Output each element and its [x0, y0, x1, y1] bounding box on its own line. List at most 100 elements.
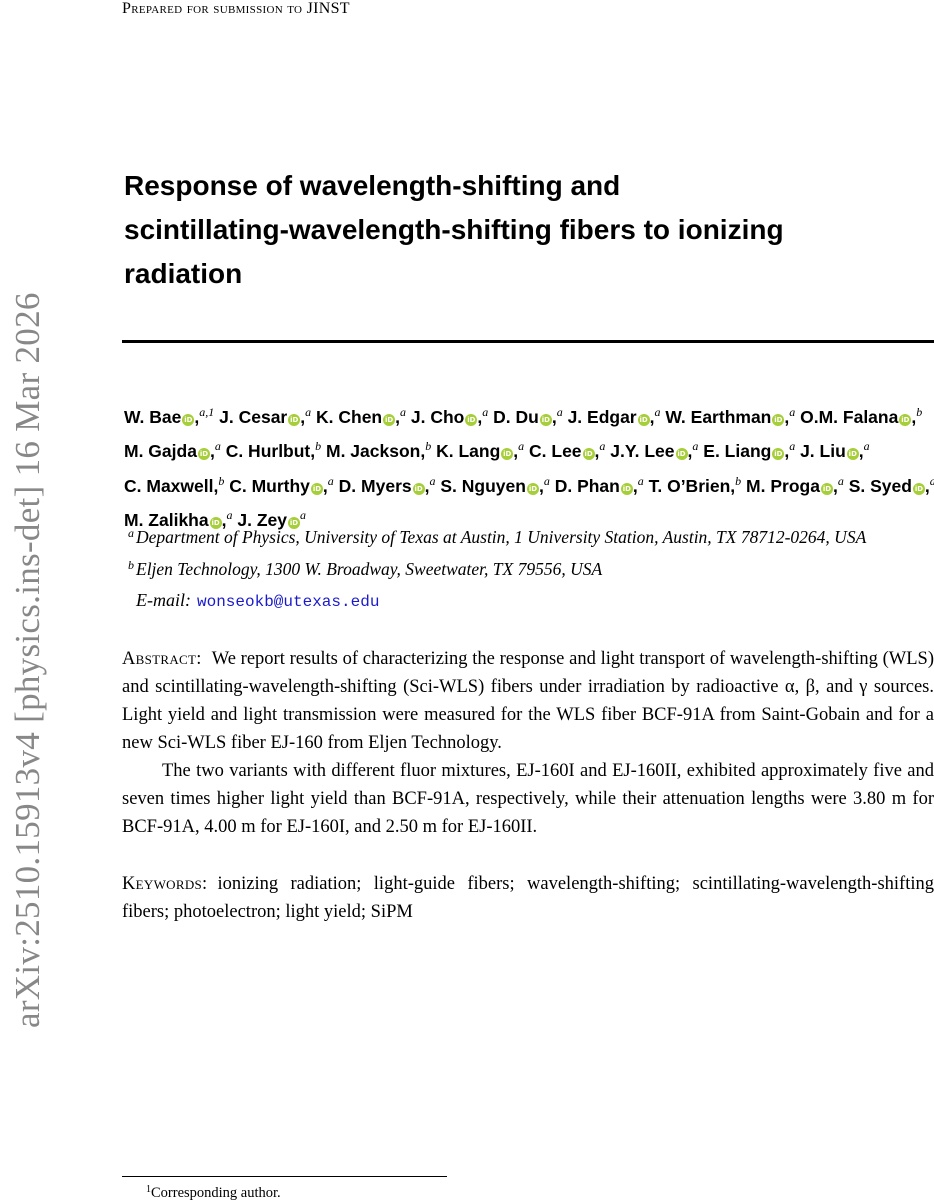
orcid-icon[interactable]: iD — [197, 448, 210, 461]
orcid-icon[interactable]: iD — [620, 482, 633, 495]
orcid-icon[interactable]: iD — [675, 448, 688, 461]
author-affiliation-mark: b — [916, 405, 923, 419]
author-entry: W. Earthman iD ,a — [665, 405, 796, 427]
author-list: W. Bae iD ,a,1 J. Cesar iD ,a K. Chen iD ,a J.… — [124, 398, 934, 535]
paper-title: Response of wavelength-shifting and scin… — [124, 164, 914, 296]
author-affiliation-mark: a — [556, 405, 563, 419]
author-name: M. Proga — [746, 475, 820, 496]
author-name: C. Lee — [529, 441, 582, 462]
author-name: K. Chen — [316, 407, 383, 427]
author-affiliation-mark: a — [789, 405, 796, 419]
orcid-icon[interactable]: iD — [539, 414, 552, 426]
author-entry: O.M. Falana iD ,b — [800, 405, 923, 427]
author-entry: E. Liang iD ,a — [703, 439, 796, 462]
affiliation-text: Eljen Technology, 1300 W. Broadway, Swee… — [136, 559, 603, 579]
footnote-mark: 1 — [146, 1184, 151, 1195]
author-affiliation-mark: a — [327, 473, 334, 488]
orcid-icon[interactable]: iD — [182, 414, 195, 426]
author-entry: C. Lee iD ,a — [529, 439, 606, 462]
author-affiliation-mark: a — [299, 507, 306, 522]
orcid-icon[interactable]: iD — [287, 516, 300, 529]
author-entry: S. Nguyen iD ,a — [440, 473, 550, 496]
orcid-icon[interactable]: iD — [209, 516, 222, 529]
orcid-icon[interactable]: iD — [526, 482, 539, 495]
author-entry: J. Cho iD ,a — [410, 405, 489, 427]
author-entry: C. Hurlbut,b — [225, 439, 322, 462]
footnote: 1Corresponding author. — [146, 1181, 281, 1202]
author-affiliation-mark: b — [735, 473, 742, 488]
author-affiliation-mark: a — [930, 474, 934, 488]
affiliation-list: a Department of Physics, University of Te… — [128, 519, 928, 583]
orcid-icon[interactable]: iD — [637, 414, 650, 426]
author-name: T. O’Brien, — [648, 475, 736, 496]
author-entry: J. Liu iD ,a — [800, 439, 870, 462]
keywords-paragraph: Keywords: ionizing radiation; light-guide… — [122, 870, 934, 926]
abstract-text-1: We report results of characterizing the … — [122, 649, 934, 753]
author-name: K. Lang — [436, 441, 501, 462]
author-name: J. Zey — [237, 509, 287, 530]
orcid-icon[interactable]: iD — [310, 482, 323, 495]
keywords-label: Keywords: — [122, 874, 208, 894]
author-entry: J. Zey iDa — [237, 507, 306, 530]
author-entry: D. Myers iD ,a — [338, 473, 436, 496]
orcid-icon[interactable]: iD — [412, 482, 425, 495]
footnote-rule — [122, 1176, 447, 1177]
author-affiliation-mark: a — [400, 405, 406, 419]
orcid-icon[interactable]: iD — [465, 414, 478, 426]
author-name: D. Du — [493, 407, 539, 427]
author-name: S. Syed — [848, 475, 912, 496]
orcid-icon[interactable]: iD — [288, 414, 301, 426]
author-affiliation-mark: a — [837, 473, 844, 488]
author-name: C. Hurlbut, — [225, 441, 316, 462]
author-affiliation-mark: a — [637, 473, 644, 488]
author-entry: J. Edgar iD ,a — [567, 405, 661, 427]
author-affiliation-mark: a — [692, 439, 699, 454]
orcid-icon[interactable]: iD — [846, 448, 859, 461]
author-name: D. Myers — [338, 475, 412, 496]
author-affiliation-mark: a — [226, 507, 233, 522]
author-name: E. Liang — [703, 441, 772, 462]
affiliation-text: Department of Physics, University of Tex… — [136, 527, 867, 547]
author-entry: T. O’Brien,b — [648, 473, 742, 496]
author-affiliation-mark: a — [654, 405, 661, 419]
orcid-icon[interactable]: iD — [772, 414, 785, 426]
author-affiliation-mark: b — [425, 439, 432, 454]
author-name: J. Cesar — [219, 407, 288, 427]
author-affiliation-mark: b — [218, 473, 225, 488]
author-name: J.Y. Lee — [610, 441, 675, 462]
orcid-icon[interactable]: iD — [820, 482, 833, 495]
contact-email: E-mail: wonseokb@utexas.edu — [136, 588, 379, 614]
author-entry: W. Bae iD ,a,1 — [124, 405, 215, 427]
author-entry: J. Cesar iD ,a — [219, 405, 312, 427]
title-line-2: scintillating-wavelength-shifting fibers… — [124, 214, 784, 245]
orcid-icon[interactable]: iD — [899, 414, 912, 426]
author-affiliation-mark: a — [305, 405, 312, 419]
author-entry: C. Murthy iD ,a — [229, 473, 334, 496]
orcid-icon[interactable]: iD — [582, 448, 595, 461]
author-name: J. Edgar — [567, 407, 637, 427]
email-link[interactable]: wonseokb@utexas.edu — [196, 593, 380, 611]
author-name: W. Bae — [124, 407, 182, 427]
title-line-3: radiation — [124, 258, 243, 289]
title-line-1: Response of wavelength-shifting and — [124, 170, 621, 201]
author-affiliation-mark: a — [599, 439, 606, 454]
orcid-icon[interactable]: iD — [383, 414, 396, 426]
abstract-paragraph-1: Abstract: We report results of characteri… — [122, 645, 934, 757]
author-affiliation-mark: b — [315, 439, 322, 454]
author-name: C. Murthy — [229, 475, 310, 496]
author-entry: M. Jackson,b — [326, 439, 432, 461]
affiliation-mark: a — [128, 526, 134, 540]
author-name: M. Zalikha — [124, 509, 209, 530]
orcid-icon[interactable]: iD — [772, 448, 785, 461]
author-affiliation-mark: a — [518, 439, 525, 454]
author-name: C. Maxwell, — [124, 475, 219, 496]
author-entry: J.Y. Lee iD ,a — [610, 439, 699, 462]
author-affiliation-mark: a — [482, 405, 489, 419]
abstract-label: Abstract: — [122, 649, 202, 669]
orcid-icon[interactable]: iD — [912, 482, 925, 495]
journal-header: Prepared for submission to JINST — [122, 0, 350, 17]
author-affiliation-mark: a,1 — [199, 405, 215, 419]
orcid-icon[interactable]: iD — [501, 448, 514, 461]
email-label: E-mail: — [136, 590, 191, 610]
author-affiliation-mark: a — [789, 439, 796, 454]
